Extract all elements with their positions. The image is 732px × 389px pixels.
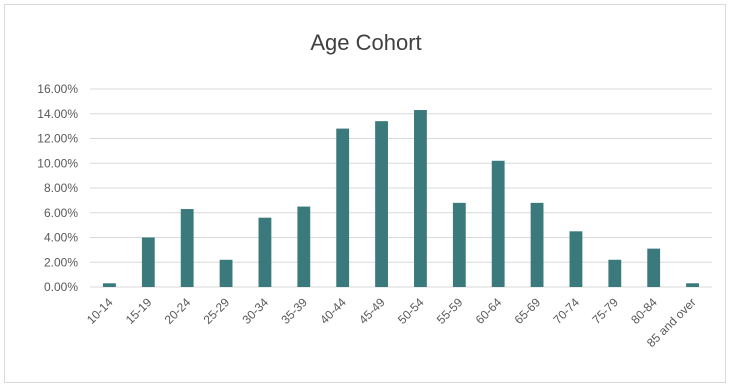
x-tick-label: 15-19 [123,295,155,327]
y-tick-label: 16.00% [37,82,78,96]
x-tick-label: 55-59 [434,295,466,327]
x-tick-label: 70-74 [550,295,582,327]
x-tick-label: 35-39 [278,295,310,327]
x-tick-label: 50-54 [395,295,427,327]
bar-15-19 [141,237,155,287]
y-tick-label: 10.00% [37,156,78,170]
bars [103,110,699,287]
bar-60-64 [491,160,505,287]
y-tick-label: 4.00% [44,231,78,245]
x-tick-label: 80-84 [628,295,660,327]
bar-35-39 [297,206,311,287]
chart-title: Age Cohort [310,30,422,55]
x-tick-label: 45-49 [356,295,388,327]
y-tick-label: 6.00% [44,206,78,220]
x-tick-label: 60-64 [473,295,505,327]
y-tick-label: 12.00% [37,132,78,146]
chart-frame [4,4,726,383]
x-tick-label: 20-24 [162,295,194,327]
bar-50-54 [414,110,427,287]
y-tick-label: 8.00% [44,181,78,195]
bar-40-44 [336,128,350,287]
y-axis-ticks: 0.00% 2.00% 4.00% 6.00% 8.00% 10.00% 12.00% 14.… [37,82,78,294]
bar-85-and-over [686,283,699,287]
x-tick-label: 10-14 [84,295,116,327]
x-axis-ticks: 10-14 15-19 20-24 25-29 30-34 35-39 40-44 45-49… [84,295,699,350]
bar-30-34 [258,217,272,287]
y-tick-label: 14.00% [37,107,78,121]
y-tick-label: 0.00% [44,280,78,294]
bar-65-69 [530,202,544,287]
x-tick-label: 30-34 [239,295,271,327]
bar-20-24 [180,209,194,287]
bar-45-49 [375,121,388,287]
bar-25-29 [219,259,233,287]
bar-55-59 [452,202,466,287]
bar-70-74 [569,231,583,287]
bar-10-14 [103,283,116,287]
gridlines [90,88,712,288]
x-tick-label: 40-44 [317,295,349,327]
x-tick-label: 75-79 [589,295,621,327]
bar-75-79 [608,259,622,287]
x-tick-label: 65-69 [512,295,544,327]
bar-80-84 [647,248,661,287]
x-tick-label: 25-29 [201,295,233,327]
y-tick-label: 2.00% [44,255,78,269]
